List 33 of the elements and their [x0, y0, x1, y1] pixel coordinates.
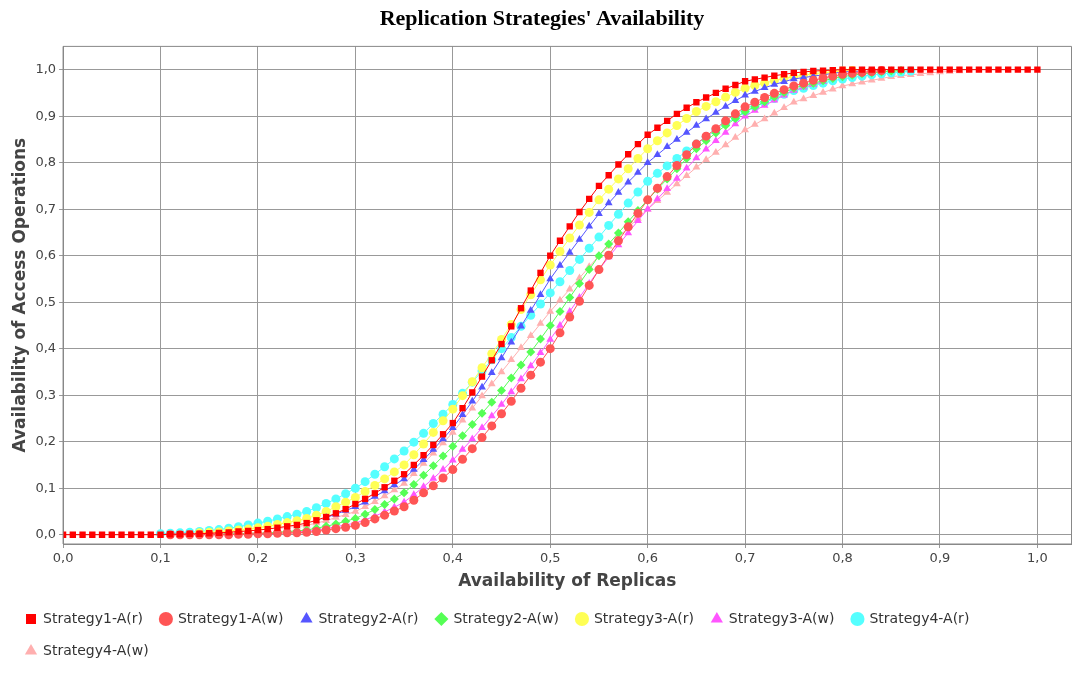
y-tick-label: 1,0 [35, 61, 57, 77]
y-tick-label: 0,8 [35, 154, 57, 170]
chart-title: Replication Strategies' Availability [379, 4, 705, 30]
legend-label: Strategy2-A(r) [318, 609, 419, 626]
x-axis-title: Availability of Replicas [458, 570, 677, 591]
y-tick-label: 0,9 [35, 107, 57, 123]
x-tick-label: 0,9 [929, 550, 951, 566]
y-tick-label: 0,0 [35, 526, 57, 542]
x-tick-label: 0,1 [150, 550, 171, 566]
x-tick-label: 0,5 [539, 550, 561, 566]
legend-label: Strategy1-A(w) [177, 609, 284, 626]
legend-label: Strategy4-A(w) [43, 641, 149, 658]
x-tick-label: 0,7 [734, 550, 756, 566]
y-tick-label: 0,6 [35, 247, 57, 263]
y-tick-label: 0,1 [35, 479, 57, 495]
y-tick-label: 0,5 [35, 293, 57, 309]
x-tick-label: 0,4 [442, 550, 464, 566]
legend-label: Strategy2-A(w) [453, 609, 559, 626]
x-tick-label: 0,2 [247, 550, 269, 566]
legend-label: Strategy1-A(r) [43, 609, 143, 626]
x-tick-label: 1,0 [1027, 550, 1048, 566]
x-tick-label: 0,6 [637, 550, 659, 566]
y-tick-label: 0,2 [35, 433, 57, 449]
y-tick-label: 0,4 [35, 340, 57, 356]
x-tick-label: 0,3 [345, 550, 366, 566]
legend-label: Strategy3-A(r) [593, 609, 694, 626]
legend-label: Strategy3-A(w) [728, 609, 835, 626]
y-tick-label: 0,7 [35, 200, 57, 216]
y-axis-title: Availability of Access Operations [8, 137, 29, 453]
legend-label: Strategy4-A(r) [869, 609, 970, 626]
x-tick-label: 0,8 [832, 550, 853, 566]
x-tick-label: 0,0 [52, 550, 74, 566]
y-tick-label: 0,3 [35, 386, 57, 402]
